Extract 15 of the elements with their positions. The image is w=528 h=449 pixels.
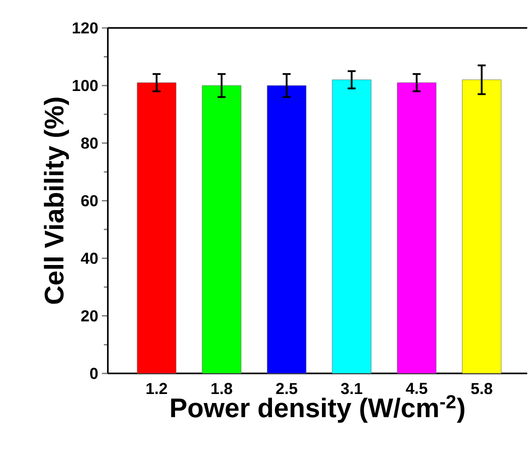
y-tick-label: 100 <box>72 80 98 92</box>
y-tick-label: 60 <box>81 194 98 206</box>
y-tick-label: 80 <box>81 137 98 149</box>
x-tick-label: 2.5 <box>276 382 298 394</box>
x-tick-label: 5.8 <box>471 382 492 394</box>
x-tick-label: 1.8 <box>212 382 232 394</box>
y-tick-label: 20 <box>81 310 98 322</box>
x-tick-label: 1.2 <box>146 382 168 394</box>
x-tick-label: 3.1 <box>340 382 362 394</box>
y-tick-label: 120 <box>72 22 98 34</box>
y-tick-label: 40 <box>80 252 98 264</box>
x-tick-label: 4.5 <box>406 382 428 394</box>
x-axis-title: Power density (W/cm$^{-2}$) <box>171 394 464 423</box>
y-axis-title: Cell Viability (%) <box>44 98 69 304</box>
y-tick-label: 0 <box>90 368 98 379</box>
